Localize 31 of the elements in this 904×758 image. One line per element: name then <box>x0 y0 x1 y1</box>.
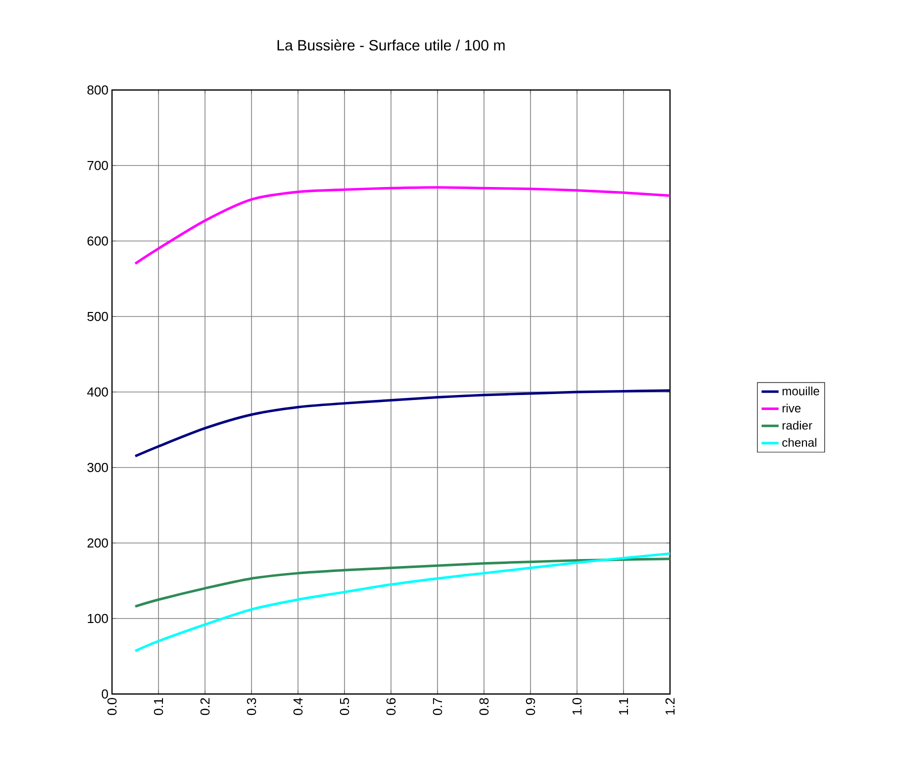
line-series <box>134 389 670 458</box>
x-tick-label: 0.6 <box>386 698 396 716</box>
y-tick-label: 400 <box>87 387 108 397</box>
x-tick-label: 0.7 <box>432 698 442 716</box>
y-tick-label: 100 <box>88 614 108 624</box>
legend-label: radier <box>782 420 812 430</box>
x-tick-label: 0.3 <box>246 698 256 716</box>
line-series <box>134 558 670 608</box>
line-series <box>134 186 670 265</box>
x-tick-label: 0.0 <box>107 698 117 716</box>
y-tick-label: 600 <box>88 236 108 246</box>
y-tick-label: 0 <box>102 689 108 699</box>
chart-title: La Bussière - Surface utile / 100 m <box>278 39 505 51</box>
y-tick-label: 300 <box>87 462 108 472</box>
x-tick-label: 0.1 <box>154 698 164 716</box>
x-tick-label: 1.0 <box>572 698 582 715</box>
legend-label: chenal <box>782 438 816 447</box>
y-tick-label: 200 <box>88 538 108 548</box>
line-series <box>134 552 670 652</box>
x-tick-label: 0.8 <box>479 698 489 716</box>
x-tick-label: 0.4 <box>293 698 303 716</box>
x-tick-label: 0.5 <box>340 698 350 716</box>
x-tick-label: 1.1 <box>619 698 628 715</box>
legend-label: mouille <box>782 386 820 396</box>
x-tick-label: 0.2 <box>200 698 210 716</box>
y-tick-label: 800 <box>87 85 108 95</box>
x-tick-label: 1.2 <box>665 698 675 715</box>
y-tick-label: 500 <box>87 312 108 322</box>
y-tick-label: 700 <box>88 160 108 170</box>
x-tick-label: 0.9 <box>526 698 536 716</box>
legend-label: rive <box>782 404 801 412</box>
